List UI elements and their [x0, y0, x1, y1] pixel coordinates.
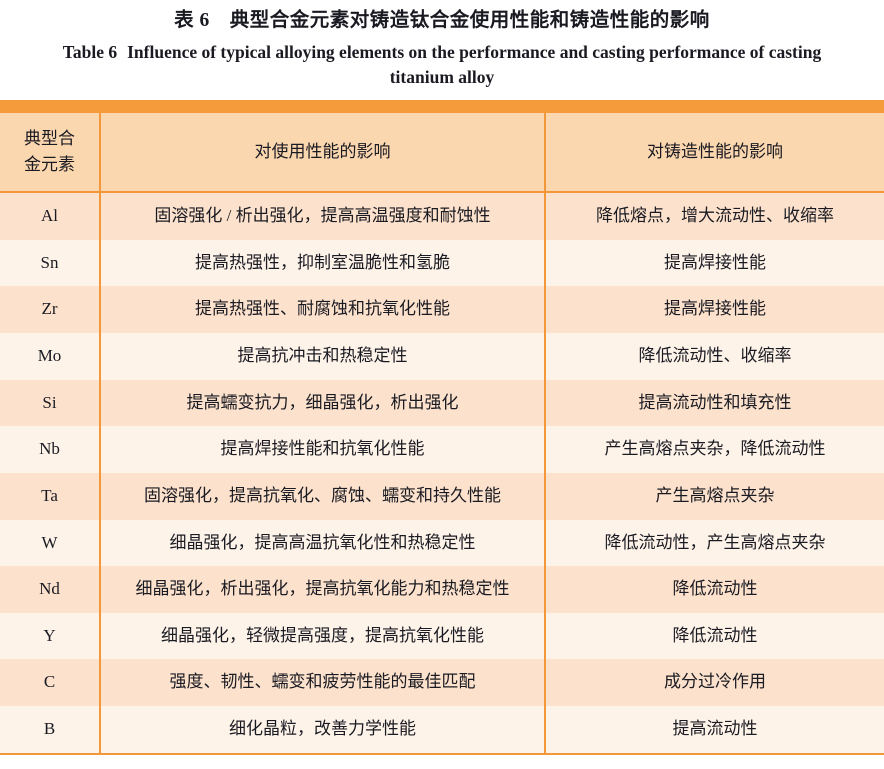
cell-element: Zr	[0, 286, 101, 333]
table-row: Si 提高蠕变抗力，细晶强化，析出强化 提高流动性和填充性	[0, 379, 884, 427]
table-row: B 细化晶粒，改善力学性能 提高流动性	[0, 706, 884, 755]
cell-casting: 提高焊接性能	[545, 239, 884, 287]
top-rule-cell-1	[0, 100, 100, 114]
caption-english-text: Influence of typical alloying elements o…	[127, 42, 822, 88]
cell-performance: 固溶强化，提高抗氧化、腐蚀、蠕变和持久性能	[100, 472, 546, 520]
cell-casting: 提高焊接性能	[545, 286, 884, 333]
column-header-casting: 对铸造性能的影响	[545, 113, 884, 194]
cell-performance: 细晶强化，析出强化，提高抗氧化能力和热稳定性	[100, 566, 546, 613]
table-row: Mo 提高抗冲击和热稳定性 降低流动性、收缩率	[0, 332, 884, 380]
column-header-performance: 对使用性能的影响	[100, 113, 546, 194]
cell-performance: 提高热强性，抑制室温脆性和氢脆	[100, 239, 546, 287]
top-rule-cell-2	[100, 100, 545, 114]
caption-chinese: 表 6 典型合金元素对铸造钛合金使用性能和铸造性能的影响	[174, 10, 710, 31]
alloy-table-container: 典型合 金元素 对使用性能的影响 对铸造性能的影响 Al 固溶强化 / 析出强化，…	[0, 100, 884, 755]
cell-casting: 产生高熔点夹杂，降低流动性	[545, 426, 884, 473]
table-row: Y 细晶强化，轻微提高强度，提高抗氧化性能 降低流动性	[0, 612, 884, 660]
cell-casting: 降低流动性	[545, 612, 884, 660]
cell-element: Al	[0, 192, 101, 240]
alloy-influence-table: 典型合 金元素 对使用性能的影响 对铸造性能的影响 Al 固溶强化 / 析出强化，…	[0, 100, 884, 755]
table-caption: 表 6 典型合金元素对铸造钛合金使用性能和铸造性能的影响 Table 6 Infl…	[0, 9, 884, 90]
table-top-rule	[0, 100, 884, 114]
top-rule-cell-3	[545, 100, 884, 114]
cell-element: Nb	[0, 426, 101, 473]
cell-casting: 提高流动性	[545, 706, 884, 755]
caption-english: Table 6 Influence of typical alloying ele…	[28, 40, 856, 90]
cell-performance: 细晶强化，提高高温抗氧化性和热稳定性	[100, 519, 546, 567]
cell-performance: 提高焊接性能和抗氧化性能	[100, 426, 546, 473]
cell-casting: 成分过冷作用	[545, 659, 884, 707]
cell-element: W	[0, 519, 101, 567]
cell-performance: 提高抗冲击和热稳定性	[100, 332, 546, 380]
cell-element: Si	[0, 379, 101, 427]
cell-casting: 提高流动性和填充性	[545, 379, 884, 427]
cell-casting: 降低流动性，产生高熔点夹杂	[545, 519, 884, 567]
cell-performance: 强度、韧性、蠕变和疲劳性能的最佳匹配	[100, 659, 546, 707]
cell-element: Sn	[0, 239, 101, 287]
cell-casting: 降低熔点，增大流动性、收缩率	[545, 192, 884, 240]
table-row: C 强度、韧性、蠕变和疲劳性能的最佳匹配 成分过冷作用	[0, 659, 884, 707]
cell-performance: 细晶强化，轻微提高强度，提高抗氧化性能	[100, 612, 546, 660]
table-body: Al 固溶强化 / 析出强化，提高高温强度和耐蚀性 降低熔点，增大流动性、收缩率 Sn…	[0, 192, 884, 755]
cell-casting: 产生高熔点夹杂	[545, 472, 884, 520]
cell-performance: 固溶强化 / 析出强化，提高高温强度和耐蚀性	[100, 192, 546, 240]
cell-element: B	[0, 706, 101, 755]
table-row: Ta 固溶强化，提高抗氧化、腐蚀、蠕变和持久性能 产生高熔点夹杂	[0, 472, 884, 520]
table-row: Sn 提高热强性，抑制室温脆性和氢脆 提高焊接性能	[0, 239, 884, 287]
cell-element: Ta	[0, 472, 101, 520]
cell-element: Nd	[0, 566, 101, 613]
table-row: Al 固溶强化 / 析出强化，提高高温强度和耐蚀性 降低熔点，增大流动性、收缩率	[0, 192, 884, 240]
cell-element: C	[0, 659, 101, 707]
cell-element: Y	[0, 612, 101, 660]
cell-performance: 提高蠕变抗力，细晶强化，析出强化	[100, 379, 546, 427]
table-row: Nb 提高焊接性能和抗氧化性能 产生高熔点夹杂，降低流动性	[0, 426, 884, 473]
table-head: 典型合 金元素 对使用性能的影响 对铸造性能的影响	[0, 100, 884, 194]
table-row: Zr 提高热强性、耐腐蚀和抗氧化性能 提高焊接性能	[0, 286, 884, 333]
cell-casting: 降低流动性	[545, 566, 884, 613]
table-row: W 细晶强化，提高高温抗氧化性和热稳定性 降低流动性，产生高熔点夹杂	[0, 519, 884, 567]
caption-english-label: Table 6	[62, 42, 118, 63]
cell-performance: 细化晶粒，改善力学性能	[100, 706, 546, 755]
table-header-row: 典型合 金元素 对使用性能的影响 对铸造性能的影响	[0, 113, 884, 194]
cell-casting: 降低流动性、收缩率	[545, 332, 884, 380]
column-header-element: 典型合 金元素	[0, 113, 101, 194]
cell-element: Mo	[0, 332, 101, 380]
cell-performance: 提高热强性、耐腐蚀和抗氧化性能	[100, 286, 546, 333]
table-row: Nd 细晶强化，析出强化，提高抗氧化能力和热稳定性 降低流动性	[0, 566, 884, 613]
